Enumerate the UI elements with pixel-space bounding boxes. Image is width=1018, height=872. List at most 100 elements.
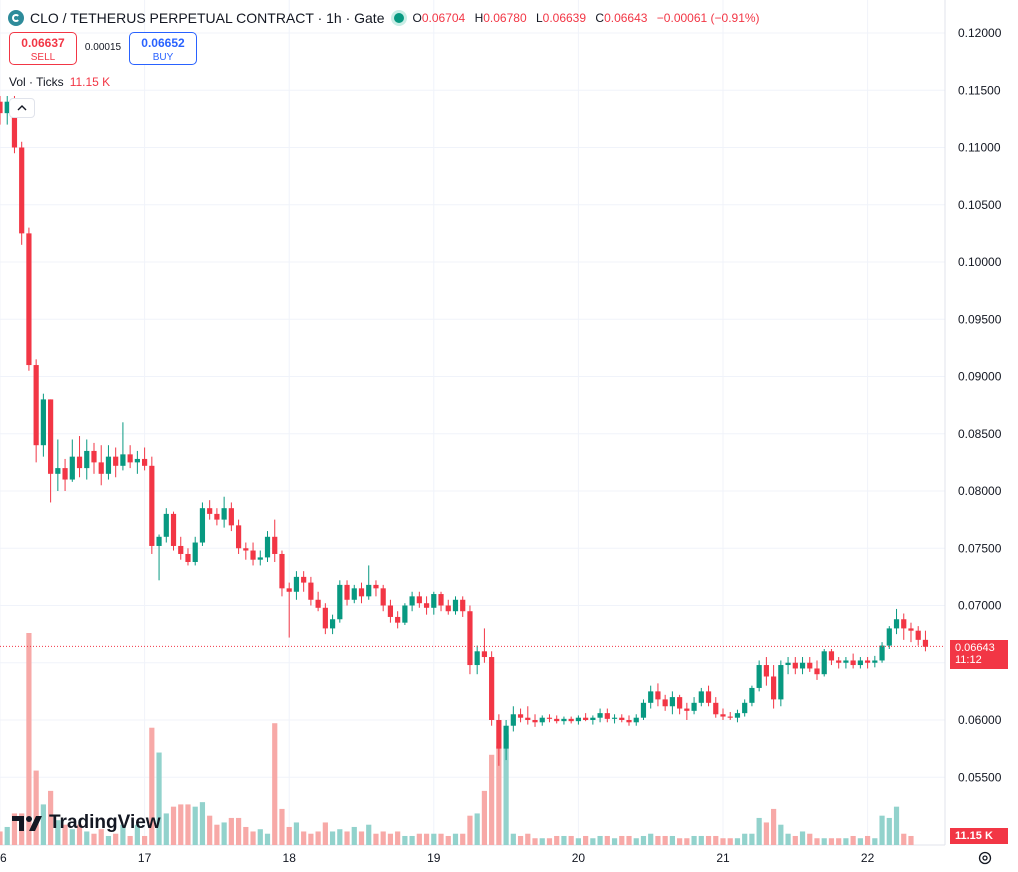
- volume-bar: [395, 831, 401, 845]
- volume-bar: [785, 833, 791, 845]
- volume-bar: [156, 752, 162, 845]
- candle-body: [452, 599, 459, 612]
- candle-body: [199, 508, 206, 543]
- candle-body: [785, 662, 791, 666]
- candle-body: [611, 717, 618, 719]
- candle-body: [727, 716, 733, 718]
- candle-body: [720, 714, 726, 717]
- volume-bar: [423, 833, 430, 845]
- volume-bar: [474, 813, 480, 845]
- volume-bar: [626, 835, 632, 845]
- price-axis[interactable]: 0.055000.060000.065000.070000.075000.080…: [958, 26, 1002, 784]
- candle-body: [55, 468, 61, 474]
- volume-bar: [40, 804, 46, 845]
- volume-bar: [619, 835, 625, 845]
- candle-body: [91, 450, 97, 463]
- y-tick-label: 0.12000: [958, 26, 1002, 40]
- volume-bar: [329, 831, 336, 845]
- candle-body: [250, 550, 256, 560]
- volume-bar: [720, 838, 726, 845]
- candle-body: [387, 605, 394, 617]
- volume-legend[interactable]: Vol · Ticks 11.15 K: [9, 75, 110, 89]
- candle-body: [510, 714, 516, 726]
- sell-button[interactable]: 0.06637 SELL: [9, 32, 77, 65]
- settings-gear-icon[interactable]: [977, 850, 993, 866]
- candle-body: [554, 718, 560, 722]
- candle-body: [380, 588, 386, 606]
- volume-bar: [604, 835, 610, 845]
- low-label: L: [535, 11, 543, 25]
- bar-countdown: 11:12: [955, 654, 982, 666]
- candle-body: [4, 101, 10, 114]
- volume-bar: [228, 817, 234, 845]
- symbol-title[interactable]: CLO / TETHERUS PERPETUAL CONTRACT · 1h ·…: [30, 10, 385, 26]
- candle-body: [11, 101, 18, 148]
- volume-bar: [698, 835, 704, 845]
- candle-body: [843, 660, 849, 663]
- volume-bar: [481, 790, 488, 845]
- tradingview-logo[interactable]: TradingView: [12, 812, 161, 834]
- volume-bar: [250, 831, 256, 845]
- volume-bar: [677, 838, 683, 845]
- candle-body: [149, 465, 155, 546]
- low-value: 0.06639: [542, 11, 587, 25]
- y-tick-label: 0.09500: [958, 312, 1002, 326]
- volume-bar: [843, 838, 849, 845]
- candle-body: [575, 717, 581, 722]
- candle-body: [691, 702, 697, 711]
- buy-button[interactable]: 0.06652 BUY: [129, 32, 197, 65]
- candle-body: [669, 697, 675, 707]
- y-tick-label: 0.07500: [958, 541, 1002, 555]
- candle-body: [626, 720, 632, 723]
- candle-body: [214, 513, 220, 520]
- volume-bar: [344, 831, 350, 845]
- candle-body: [546, 717, 553, 719]
- volume-bar: [640, 835, 647, 845]
- grid-lines: [0, 0, 946, 846]
- x-tick-label: 16: [0, 851, 7, 865]
- last-volume-badge: 11.15 K: [950, 828, 1008, 844]
- collapse-legend-button[interactable]: [9, 98, 35, 118]
- candle-body: [561, 718, 567, 722]
- candle-body: [0, 101, 3, 114]
- candle-body: [467, 611, 473, 666]
- candle-body: [684, 708, 690, 711]
- candle-body: [525, 717, 531, 720]
- buy-price: 0.06652: [141, 36, 185, 50]
- volume-bar: [337, 829, 343, 845]
- x-tick-label: 22: [861, 851, 875, 865]
- candle-body: [763, 665, 769, 677]
- candle-body: [633, 717, 639, 723]
- candle-body: [662, 699, 668, 707]
- candle-body: [423, 603, 430, 608]
- candle-body: [814, 668, 820, 675]
- volume-bar: [525, 833, 531, 845]
- candle-body: [705, 691, 712, 703]
- candle-body: [40, 399, 46, 446]
- x-tick-label: 20: [572, 851, 586, 865]
- candle-body: [228, 508, 234, 526]
- candle-body: [445, 605, 451, 612]
- candle-body: [221, 508, 227, 520]
- last-price-badge: 0.06643 11:12: [950, 640, 1008, 669]
- candle-body: [358, 588, 365, 597]
- candle-body: [836, 660, 842, 663]
- candle-body: [474, 651, 480, 666]
- candle-body: [62, 468, 68, 480]
- candle-body: [272, 536, 278, 554]
- volume-bar: [207, 815, 213, 845]
- candle-body: [351, 588, 357, 600]
- candle-body: [395, 616, 401, 623]
- ohlc-legend: O0.06704 H0.06780 L0.06639 C0.06643 −0.0…: [412, 11, 765, 25]
- volume-bar: [185, 804, 191, 845]
- volume-bar: [821, 838, 827, 845]
- volume-bar: [799, 831, 806, 845]
- sell-label: SELL: [30, 52, 56, 63]
- candle-body: [807, 662, 813, 669]
- volume-bar: [734, 838, 741, 845]
- candle-body: [850, 660, 856, 666]
- candle-body: [532, 720, 538, 723]
- volume-bar: [380, 831, 386, 845]
- time-axis[interactable]: 16 17 18 19 20 21 22: [0, 851, 875, 865]
